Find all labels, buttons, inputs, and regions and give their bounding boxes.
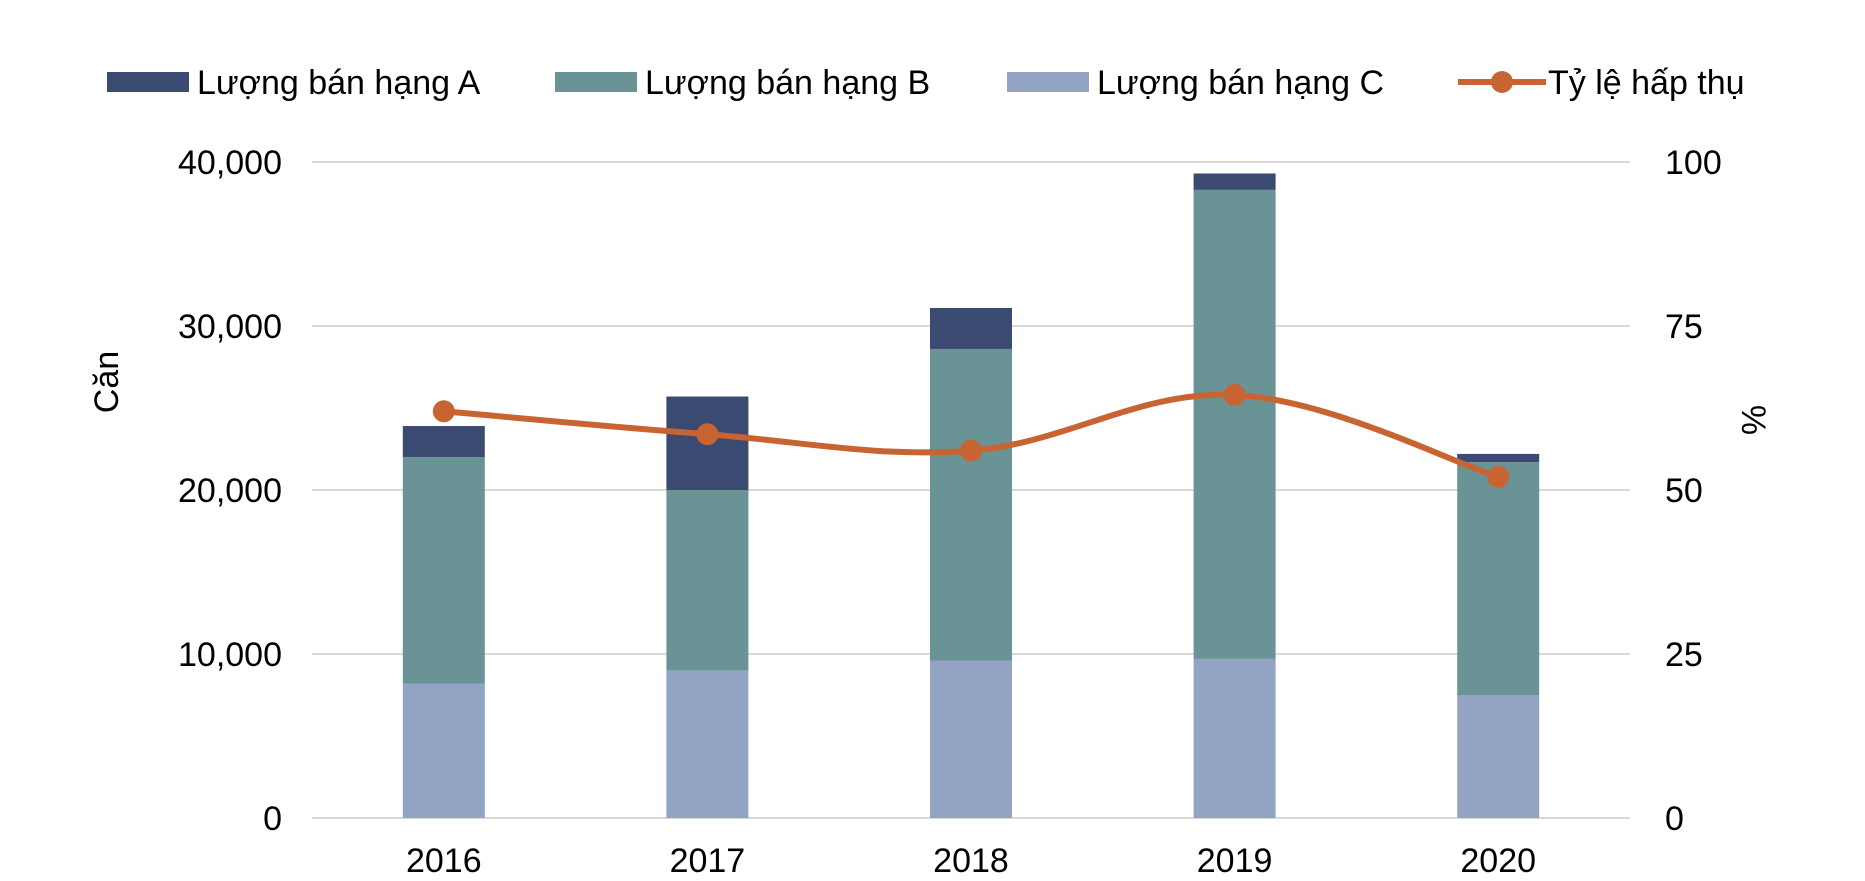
y-tick-label: 10,000 — [178, 636, 282, 674]
y-tick-label: 0 — [263, 800, 282, 838]
legend-item: Lượng bán hạng C — [1007, 64, 1384, 102]
absorption-line — [432, 383, 1510, 488]
y2-tick-label: 25 — [1665, 636, 1703, 674]
bar-2018-hang-b — [930, 348, 1012, 661]
legend-label: Lượng bán hạng A — [197, 64, 481, 102]
y2-tick-label: 0 — [1665, 800, 1684, 838]
legend-label: Lượng bán hạng C — [1097, 64, 1384, 102]
x-tick-label: 2017 — [670, 842, 746, 880]
bar-2016-hang-b — [402, 457, 485, 684]
y-axis-title: Căn — [88, 351, 126, 413]
legend-item: Tỷ lệ hấp thụ — [1458, 64, 1745, 102]
legend-marker — [1491, 71, 1513, 93]
bar-2019-hang-b — [1193, 189, 1276, 659]
bar-2017-hang-c — [666, 670, 749, 818]
absorption-point-2020 — [1487, 465, 1510, 488]
legend-label: Lượng bán hạng B — [645, 64, 930, 102]
bar-2018-hang-a — [930, 307, 1012, 349]
bar-2020-hang-a — [1457, 453, 1540, 463]
x-tick-label: 2019 — [1197, 842, 1273, 880]
y-tick-label: 40,000 — [178, 144, 282, 182]
bar-2018-hang-c — [930, 660, 1012, 818]
y2-tick-label: 75 — [1665, 308, 1703, 346]
absorption-point-2018 — [960, 439, 982, 462]
legend-swatch — [1007, 72, 1089, 92]
bars — [402, 173, 1540, 818]
absorption-point-2016 — [432, 400, 455, 423]
bar-2019-hang-a — [1193, 173, 1276, 190]
y-tick-label: 20,000 — [178, 472, 282, 510]
legend: Lượng bán hạng A Lượng bán hạng B Lượng bá… — [107, 64, 1745, 102]
absorption-point-2019 — [1223, 383, 1246, 406]
y-axis-right: 0 25 50 75 100 — [1665, 144, 1722, 838]
legend-label: Tỷ lệ hấp thụ — [1548, 64, 1745, 102]
x-axis: 2016 2017 2018 2019 2020 — [406, 842, 1536, 880]
bar-2020-hang-c — [1457, 695, 1540, 818]
y-axis-left: 0 10,000 20,000 30,000 40,000 — [178, 144, 282, 838]
bar-2016-hang-c — [402, 683, 485, 818]
legend-swatch — [107, 72, 189, 92]
x-tick-label: 2016 — [406, 842, 482, 880]
bar-2020-hang-b — [1457, 462, 1540, 695]
y2-tick-label: 100 — [1665, 144, 1722, 182]
legend-item: Lượng bán hạng A — [107, 64, 481, 102]
y-tick-label: 30,000 — [178, 308, 282, 346]
y2-tick-label: 50 — [1665, 472, 1703, 510]
y2-axis-title: % — [1734, 405, 1772, 435]
absorption-point-2017 — [696, 423, 719, 446]
legend-swatch — [555, 72, 637, 92]
bar-2017-hang-b — [666, 490, 749, 671]
bar-2016-hang-a — [402, 426, 485, 458]
x-tick-label: 2020 — [1460, 842, 1536, 880]
bar-2019-hang-c — [1193, 658, 1276, 818]
legend-item: Lượng bán hạng B — [555, 64, 930, 102]
x-tick-label: 2018 — [933, 842, 1009, 880]
